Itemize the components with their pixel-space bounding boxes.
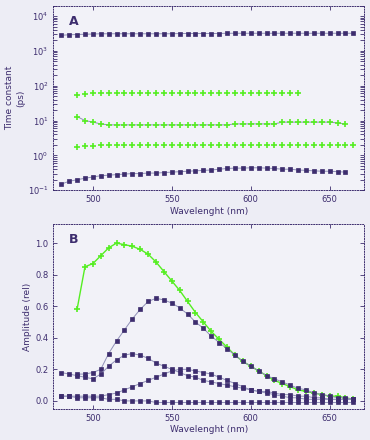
Text: A: A bbox=[69, 15, 78, 28]
X-axis label: Wavelenght (nm): Wavelenght (nm) bbox=[170, 425, 248, 434]
X-axis label: Wavelenght (nm): Wavelenght (nm) bbox=[170, 207, 248, 216]
Text: B: B bbox=[69, 233, 78, 246]
Y-axis label: Amplitude (rel): Amplitude (rel) bbox=[23, 282, 33, 351]
Y-axis label: Time constant
(ps): Time constant (ps) bbox=[6, 66, 25, 130]
